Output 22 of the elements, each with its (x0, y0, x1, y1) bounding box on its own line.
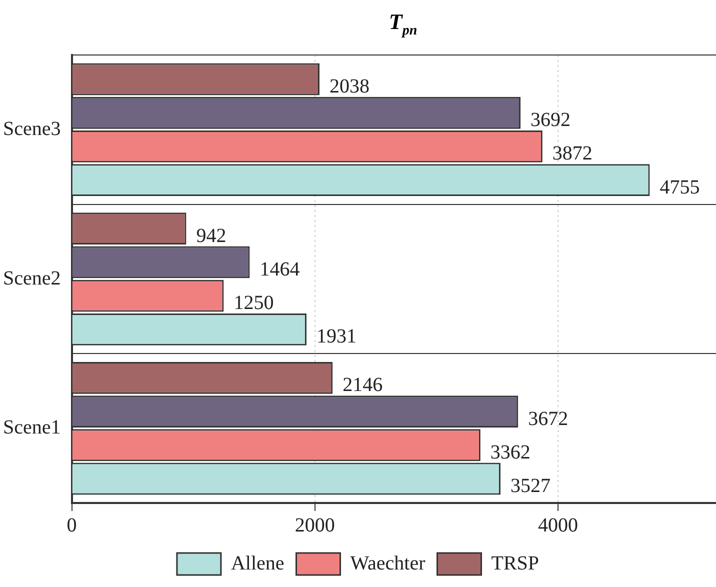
data-label: 2146 (342, 374, 383, 396)
data-label: 3692 (530, 109, 571, 132)
y-tick-label: Scene1 (2, 416, 61, 439)
y-tick-label: Scene3 (2, 118, 61, 140)
data-label: 3872 (552, 142, 592, 165)
legend-label: Allene (230, 552, 284, 574)
data-label: 1250 (234, 292, 274, 314)
data-label: 3672 (528, 408, 568, 430)
data-label: 3362 (490, 441, 530, 464)
x-tick-label: 2000 (294, 514, 335, 536)
data-label: 1464 (260, 258, 300, 280)
legend-label: Waechter (350, 552, 426, 574)
data-label: 942 (196, 224, 226, 247)
data-label: 2038 (329, 76, 370, 98)
data-label: 1931 (316, 326, 356, 348)
legend-label: TRSP (491, 552, 540, 574)
data-label: 3527 (510, 474, 550, 497)
x-tick-label: 4000 (538, 514, 578, 536)
data-label: 4755 (660, 176, 700, 198)
x-tick-label: 0 (66, 514, 77, 536)
chart-title: T$_{pn}$ (388, 8, 418, 40)
y-tick-label: Scene2 (2, 267, 61, 290)
